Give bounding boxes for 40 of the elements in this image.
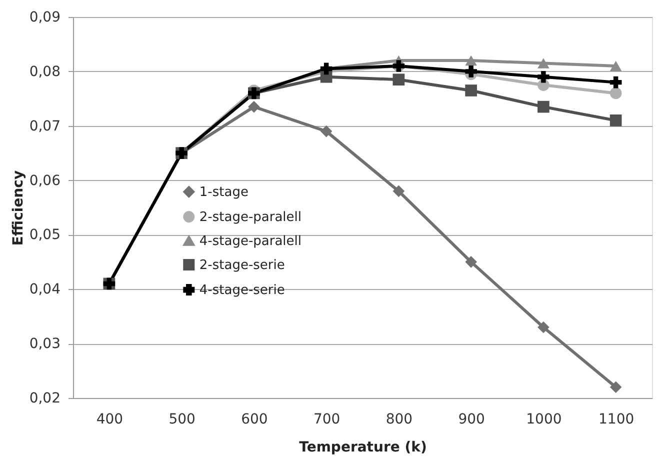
legend-label: 4-stage-paralell bbox=[199, 234, 302, 249]
point bbox=[465, 256, 477, 268]
x-tick-label: 500 bbox=[168, 412, 196, 428]
x-tick-label: 1100 bbox=[598, 412, 634, 428]
legend-label: 1-stage bbox=[199, 184, 248, 200]
x-tick-label: 600 bbox=[241, 412, 268, 428]
point bbox=[248, 100, 260, 113]
y-tick-label: 0,08 bbox=[29, 64, 60, 80]
point bbox=[392, 185, 405, 198]
point bbox=[610, 114, 622, 126]
point bbox=[610, 87, 622, 100]
point bbox=[392, 74, 405, 86]
legend-label: 4-stage-serie bbox=[199, 282, 285, 298]
y-tick-label: 0,02 bbox=[29, 390, 60, 406]
y-tick-label: 0,05 bbox=[29, 227, 60, 244]
x-axis-title: Temperature (k) bbox=[299, 440, 427, 456]
point bbox=[320, 125, 332, 138]
x-tick-label: 700 bbox=[313, 412, 340, 428]
point bbox=[465, 66, 477, 78]
x-tick-label: 900 bbox=[458, 412, 485, 428]
point bbox=[610, 381, 622, 394]
point bbox=[610, 60, 622, 72]
x-tick-label: 800 bbox=[386, 412, 413, 428]
x-tick-label: 1000 bbox=[526, 412, 562, 428]
y-axis-title: Efficiency bbox=[10, 170, 26, 246]
point bbox=[465, 84, 477, 96]
point bbox=[610, 76, 622, 88]
y-tick-label: 0,03 bbox=[29, 336, 60, 352]
y-tick-label: 0,06 bbox=[29, 172, 61, 189]
point bbox=[538, 100, 550, 113]
point bbox=[538, 58, 550, 68]
point bbox=[538, 321, 550, 334]
point bbox=[465, 55, 477, 66]
x-tick-label: 400 bbox=[96, 412, 124, 428]
legend-label: 2-stage-paralell bbox=[199, 210, 302, 225]
point bbox=[538, 70, 550, 83]
y-tick-label: 0,07 bbox=[29, 118, 60, 134]
legend-label: 2-stage-serie bbox=[199, 258, 285, 273]
y-tick-label: 0,04 bbox=[29, 282, 61, 298]
y-tick-label: 0,09 bbox=[29, 10, 60, 26]
